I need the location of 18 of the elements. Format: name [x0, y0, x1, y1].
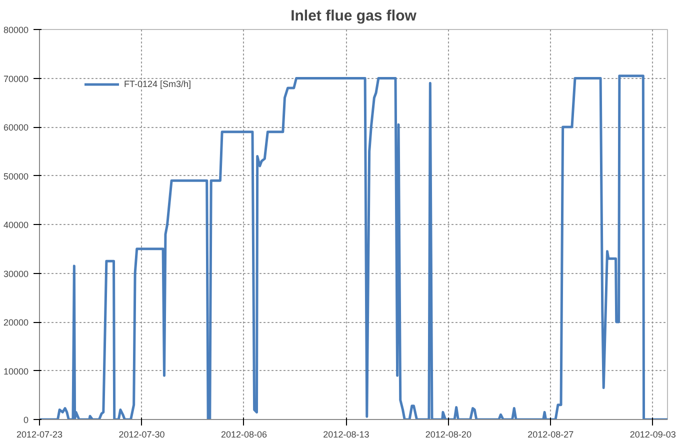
y-tick-label: 60000 [3, 122, 29, 132]
x-tick-label: 2012-08-27 [528, 430, 574, 440]
chart-title: Inlet flue gas flow [290, 8, 417, 24]
y-tick-label: 20000 [3, 318, 29, 328]
y-tick-label: 70000 [3, 74, 29, 84]
x-tick-label: 2012-09-03 [630, 430, 676, 440]
y-tick-label: 0 [23, 415, 29, 425]
x-tick-label: 2012-08-06 [220, 430, 267, 440]
x-tick-label: 2012-08-20 [425, 430, 472, 440]
y-tick-label: 80000 [3, 25, 29, 35]
y-tick-label: 30000 [3, 268, 29, 279]
y-tick-label: 40000 [3, 220, 29, 230]
legend-label: FT-0124 [Sm3/h] [124, 79, 192, 89]
y-tick-label: 50000 [3, 171, 29, 182]
y-tick-label: 10000 [3, 366, 29, 376]
x-tick-label: 2012-08-13 [323, 430, 370, 440]
x-tick-label: 2012-07-23 [16, 430, 63, 440]
x-tick-label: 2012-07-30 [118, 430, 165, 440]
